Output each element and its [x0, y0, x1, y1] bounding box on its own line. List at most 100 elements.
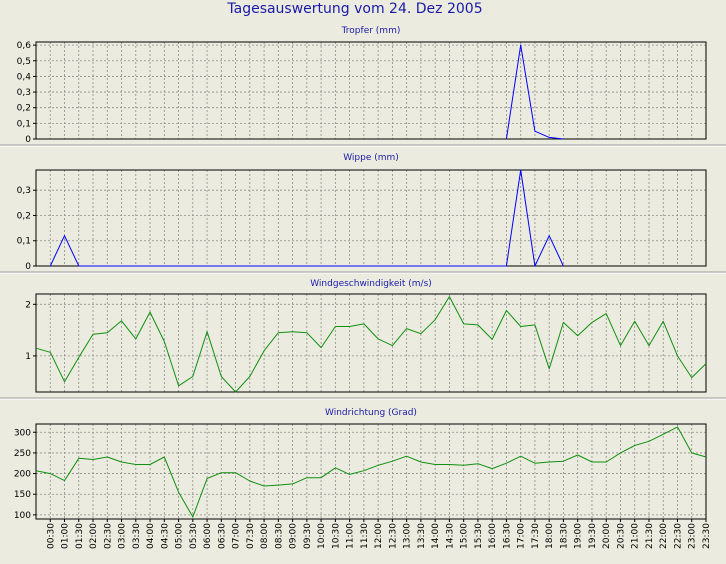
- data-point: [192, 375, 194, 377]
- plot-frame: [35, 423, 707, 520]
- plot-frame: [35, 293, 707, 393]
- data-point: [605, 461, 607, 463]
- series-line: [505, 44, 564, 140]
- data-point: [562, 460, 564, 462]
- x-tick-label: 17:00: [517, 523, 527, 549]
- data-point: [35, 469, 37, 471]
- x-tick-label: 02:00: [89, 523, 99, 549]
- data-point: [234, 391, 236, 393]
- data-point: [548, 368, 550, 370]
- page-title: Tagesauswertung vom 24. Dez 2005: [226, 1, 482, 17]
- data-point: [662, 433, 664, 435]
- data-point: [448, 463, 450, 465]
- x-tick-label: 06:00: [203, 523, 213, 549]
- y-tick-label: 200: [14, 470, 31, 480]
- data-point: [405, 327, 407, 329]
- data-point: [634, 320, 636, 322]
- chart-panels: Tropfer (mm) 0 0,1 0,2 0,3 0,4 0,5 0,6 Wippe (mm…: [0, 26, 726, 521]
- data-point: [377, 338, 379, 340]
- x-tick-label: 19:00: [574, 523, 584, 549]
- x-tick-label: 23:00: [688, 523, 698, 549]
- data-point: [548, 234, 550, 236]
- plot-frame: [35, 41, 707, 140]
- x-tick-label: 23:30: [702, 523, 712, 549]
- x-tick-label: 20:00: [602, 523, 612, 549]
- data-point: [348, 325, 350, 327]
- x-tick-label: 04:00: [146, 523, 156, 549]
- data-point: [92, 458, 94, 460]
- data-point: [505, 462, 507, 464]
- x-tick-label: 21:30: [645, 523, 655, 549]
- data-point: [477, 324, 479, 326]
- x-tick-label: 18:30: [559, 523, 569, 549]
- data-point: [705, 456, 707, 458]
- data-point: [562, 138, 564, 140]
- data-point: [163, 456, 165, 458]
- data-point: [306, 331, 308, 333]
- data-point: [106, 331, 108, 333]
- data-point: [420, 333, 422, 335]
- data-point: [462, 323, 464, 325]
- x-tick-label: 16:30: [502, 523, 512, 549]
- data-point: [619, 452, 621, 454]
- x-tick-label: 07:30: [246, 523, 256, 549]
- data-point: [676, 355, 678, 357]
- x-tick-label: 03:00: [118, 523, 128, 549]
- data-point: [135, 463, 137, 465]
- y-tick-label: 0,6: [17, 41, 32, 51]
- x-tick-label: 17:30: [531, 523, 541, 549]
- data-point: [691, 452, 693, 454]
- x-tick-label: 22:00: [659, 523, 669, 549]
- chart-panel: Windrichtung (Grad) 100 150 200 250 300: [14, 408, 707, 521]
- data-point: [149, 311, 151, 313]
- data-point: [49, 351, 51, 353]
- data-point: [63, 479, 65, 481]
- data-point: [420, 461, 422, 463]
- x-tick-label: 14:30: [445, 523, 455, 549]
- data-point: [634, 444, 636, 446]
- x-tick-label: 08:30: [274, 523, 284, 549]
- x-tick-label: 05:30: [189, 523, 199, 549]
- x-tick-label: 10:30: [331, 523, 341, 549]
- y-tick-label: 0,4: [17, 72, 32, 82]
- x-tick-label: 02:30: [103, 523, 113, 549]
- data-point: [192, 516, 194, 518]
- data-point: [220, 472, 222, 474]
- time-axis: 00:30 01:00 01:30 02:00 02:30 03:00 03:30 04:00…: [46, 519, 712, 549]
- x-tick-label: 12:30: [388, 523, 398, 549]
- x-tick-label: 19:30: [588, 523, 598, 549]
- data-point: [306, 476, 308, 478]
- y-tick-label: 0,3: [17, 88, 31, 98]
- x-tick-label: 22:30: [673, 523, 683, 549]
- x-tick-label: 13:30: [417, 523, 427, 549]
- data-point: [648, 440, 650, 442]
- data-point: [548, 136, 550, 138]
- data-point: [320, 346, 322, 348]
- data-point: [691, 376, 693, 378]
- data-point: [491, 338, 493, 340]
- x-tick-label: 11:30: [360, 523, 370, 549]
- y-tick-label: 0,3: [17, 186, 31, 196]
- x-tick-label: 07:00: [232, 523, 242, 549]
- x-tick-label: 12:00: [374, 523, 384, 549]
- data-point: [277, 484, 279, 486]
- y-tick-label: 0,1: [17, 119, 31, 129]
- data-point: [462, 464, 464, 466]
- data-point: [234, 472, 236, 474]
- data-point: [662, 320, 664, 322]
- data-point: [577, 335, 579, 337]
- y-tick-label: 0,2: [17, 104, 31, 114]
- data-point: [206, 330, 208, 332]
- data-point: [49, 265, 51, 267]
- data-point: [149, 463, 151, 465]
- data-point: [320, 476, 322, 478]
- data-point: [534, 265, 536, 267]
- x-tick-label: 11:00: [346, 523, 356, 549]
- y-tick-label: 150: [14, 490, 31, 500]
- data-point: [263, 350, 265, 352]
- chart-panel: Tropfer (mm) 0 0,1 0,2 0,3 0,4 0,5 0,6: [0, 26, 726, 147]
- data-point: [334, 467, 336, 469]
- data-point: [577, 454, 579, 456]
- data-point: [648, 344, 650, 346]
- data-point: [505, 138, 507, 140]
